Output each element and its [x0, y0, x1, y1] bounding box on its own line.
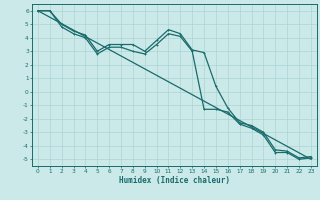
- X-axis label: Humidex (Indice chaleur): Humidex (Indice chaleur): [119, 176, 230, 185]
